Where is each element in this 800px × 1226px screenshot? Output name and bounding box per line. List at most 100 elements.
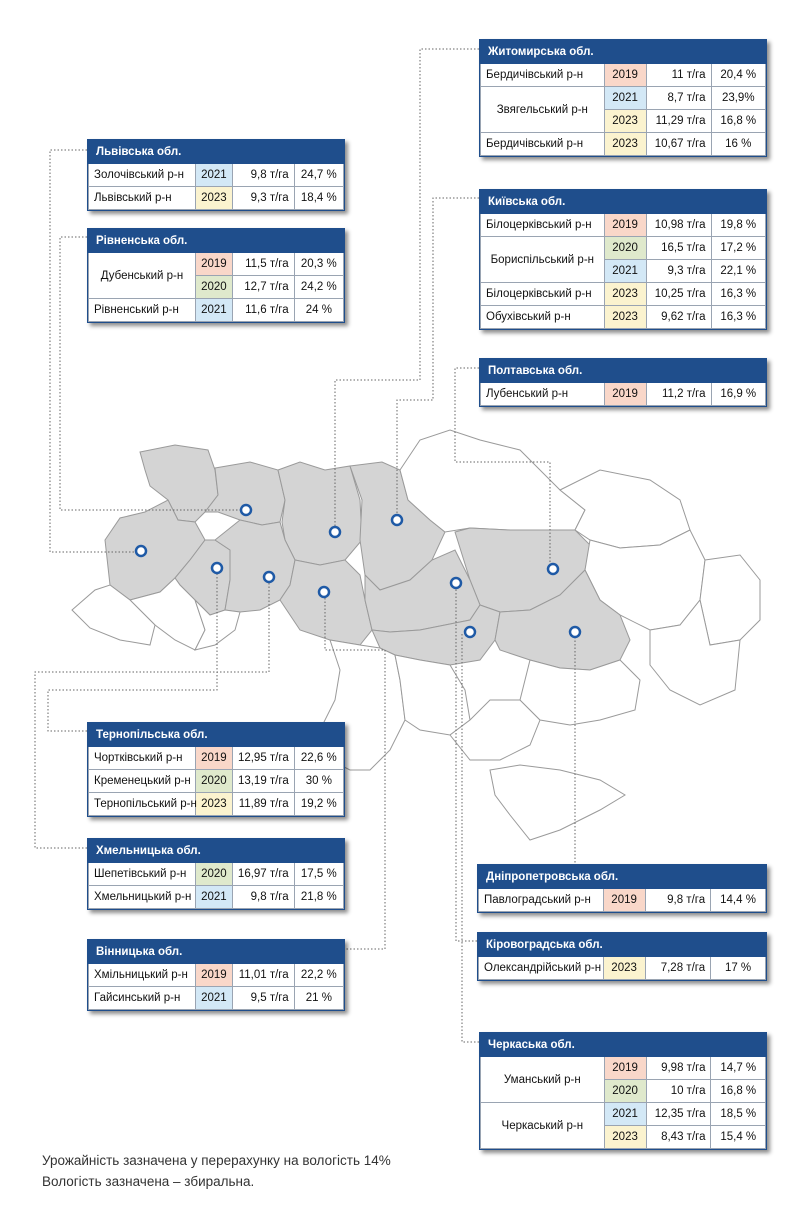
yield-cell: 10,98 т/га — [645, 213, 712, 237]
humidity-cell: 16 % — [710, 132, 766, 156]
district-cell: Черкаський р-н — [480, 1102, 605, 1149]
district-cell: Обухівський р-н — [480, 305, 605, 329]
yield-cell: 11,29 т/га — [645, 109, 712, 133]
table-row: Черкаський р-н 2021 12,35 т/га 18,5 % — [480, 1102, 766, 1149]
marker-kirovohrad — [463, 625, 477, 639]
table-row: 2023 8,43 т/га 15,4 % — [481, 1125, 766, 1149]
table-row: 2023 11,29 т/га 16,8 % — [481, 109, 766, 133]
table-row: Хмельницький р-н 2021 9,8 т/га 21,8 % — [88, 885, 345, 909]
district-cell: Уманський р-н — [480, 1056, 605, 1103]
year-cell: 2023 — [603, 282, 647, 306]
year-cell: 2021 — [603, 86, 647, 110]
district-cell: Чортківський р-н — [88, 746, 196, 770]
yield-cell: 9,5 т/га — [231, 986, 295, 1010]
district-cell: Гайсинський р-н — [88, 986, 196, 1010]
marker-khmelnytskyi — [262, 570, 276, 584]
panel-title: Черкаська обл. — [479, 1033, 712, 1057]
marker-dnipro — [568, 625, 582, 639]
humidity-cell: 16,3 % — [710, 282, 766, 306]
humidity-cell: 17 % — [710, 956, 766, 980]
yield-cell: 16,97 т/га — [231, 862, 295, 886]
humidity-cell: 19,2 % — [293, 792, 345, 816]
district-cell: Шепетівський р-н — [88, 862, 196, 886]
yield-cell: 16,5 т/га — [645, 236, 712, 260]
marker-cherkasy — [449, 576, 463, 590]
table-row: Бердичівський р-н 2023 10,67 т/га 16 % — [480, 132, 766, 156]
panel-title-blank — [710, 865, 766, 889]
humidity-cell: 20,3 % — [293, 252, 345, 276]
humidity-cell: 21 % — [293, 986, 345, 1010]
table-row: Шепетівський р-н 2020 16,97 т/га 17,5 % — [88, 862, 345, 886]
humidity-cell: 14,4 % — [710, 888, 766, 912]
district-cell: Львівський р-н — [88, 186, 196, 210]
year-cell: 2021 — [194, 163, 233, 187]
panel-khmelnytskyi: Хмельницька обл. Шепетівський р-н 2020 16,9… — [87, 838, 345, 910]
panel-title: Київська обл. — [480, 190, 712, 214]
panel-title: Львівська обл. — [88, 140, 295, 164]
panel-title: Житомирська обл. — [480, 40, 712, 64]
oblast-zakarpattia — [71, 584, 156, 646]
panel-title-blank — [710, 359, 766, 383]
district-cell: Золочівський р-н — [88, 163, 196, 187]
humidity-cell: 24 % — [293, 298, 345, 322]
year-cell: 2019 — [603, 213, 647, 237]
year-cell: 2021 — [603, 259, 647, 283]
leader-rivne — [59, 236, 246, 511]
yield-cell: 8,43 т/га — [645, 1125, 712, 1149]
panel-title-blank — [710, 933, 766, 957]
oblast-luhansk — [699, 554, 761, 646]
table-row: Білоцерківський р-н 2023 10,25 т/га 16,3 % — [480, 282, 766, 306]
yield-cell: 11,89 т/га — [231, 792, 295, 816]
year-cell: 2021 — [603, 1102, 647, 1126]
table-row: Тернопільський р-н 2023 11,89 т/га 19,2 % — [88, 792, 345, 816]
leader-vinnytsia — [324, 592, 386, 950]
district-cell: Бердичівський р-н — [480, 63, 605, 87]
table-row: Бориспільський р-н 2020 16,5 т/га 17,2 % — [480, 236, 766, 283]
district-cell: Рівненський р-н — [88, 298, 196, 322]
yield-cell: 9,8 т/га — [231, 885, 295, 909]
table-row: 2020 12,7 т/га 24,2 % — [89, 275, 345, 299]
panel-kirovohrad: Кіровоградська обл. Олександрійський р-н 2… — [477, 932, 767, 981]
yield-cell: 10,67 т/га — [645, 132, 712, 156]
year-cell: 2019 — [602, 888, 646, 912]
oblast-vinnytsia — [279, 559, 373, 646]
leader-lviv — [49, 149, 141, 553]
oblast-donetsk — [649, 598, 741, 706]
location-markers — [134, 503, 582, 639]
panel-kyiv: Київська обл. Білоцерківський р-н 2019 10,9… — [479, 189, 767, 330]
marker-lviv — [134, 544, 148, 558]
year-cell: 2020 — [194, 275, 233, 299]
footnote-line-1: Урожайність зазначена у перерахунку на в… — [42, 1153, 391, 1168]
oblast-chernivtsi — [194, 599, 241, 651]
yield-cell: 9,3 т/га — [645, 259, 712, 283]
year-cell: 2023 — [603, 109, 647, 133]
year-cell: 2023 — [603, 1125, 647, 1149]
panel-vinnytsia: Вінницька обл. Хмільницький р-н 2019 11,01 … — [87, 939, 345, 1011]
marker-ternopil — [210, 561, 224, 575]
table-row: Чортківський р-н 2019 12,95 т/га 22,6 % — [88, 746, 345, 770]
oblast-shapes — [71, 429, 761, 841]
yield-cell: 11,5 т/га — [231, 252, 295, 276]
panel-title: Полтавська обл. — [480, 359, 712, 383]
table-row: Золочівський р-н 2021 9,8 т/га 24,7 % — [88, 163, 345, 187]
humidity-cell: 22,6 % — [293, 746, 345, 770]
oblast-chernihiv — [399, 429, 586, 533]
panel-poltava: Полтавська обл. Лубенський р-н 2019 11,2 т/… — [479, 358, 767, 407]
year-cell: 2019 — [194, 252, 233, 276]
table-row: Гайсинський р-н 2021 9,5 т/га 21 % — [88, 986, 345, 1010]
oblast-mykolaiv — [394, 654, 471, 736]
panel-title-blank — [293, 723, 345, 747]
year-cell: 2019 — [194, 963, 233, 987]
panel-title: Дніпропетровська обл. — [477, 865, 712, 889]
year-cell: 2023 — [602, 956, 646, 980]
humidity-cell: 22,1 % — [710, 259, 766, 283]
year-cell: 2020 — [194, 769, 233, 793]
yield-cell: 7,28 т/га — [644, 956, 712, 980]
panel-dnipro: Дніпропетровська обл. Павлоградський р-н 2… — [477, 864, 767, 913]
panel-lviv: Львівська обл. Золочівський р-н 2021 9,8 т/… — [87, 139, 345, 211]
district-cell: Кременецький р-н — [88, 769, 196, 793]
yield-cell: 11,01 т/га — [231, 963, 295, 987]
table-row: Хмільницький р-н 2019 11,01 т/га 22,2 % — [88, 963, 345, 987]
table-row: Звягельський р-н 2021 8,7 т/га 23,9% — [480, 86, 766, 133]
table-row: Олександрійський р-н 2023 7,28 т/га 17 % — [478, 956, 766, 980]
